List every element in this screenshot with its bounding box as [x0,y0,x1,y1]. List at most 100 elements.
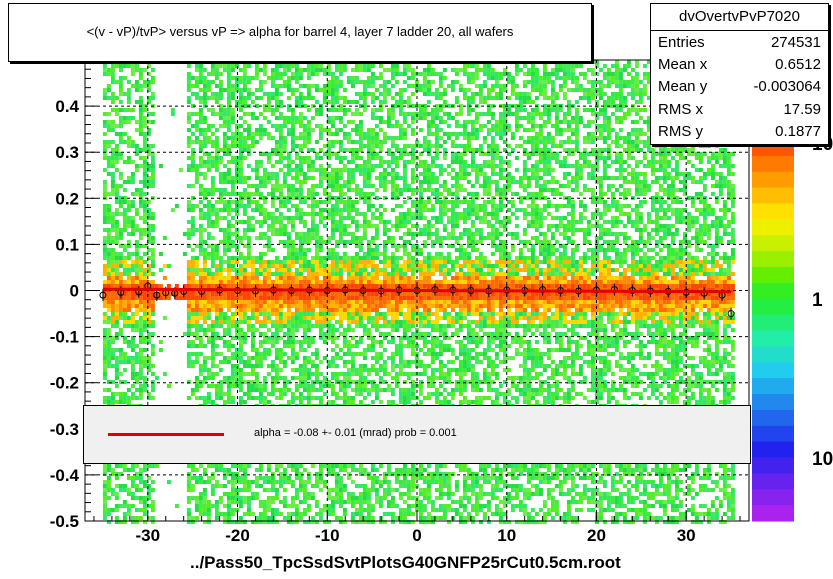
heatmap-cell [206,204,211,208]
heatmap-cell [318,324,323,328]
heatmap-cell [314,112,319,116]
heatmap-cell [294,312,299,316]
heatmap-cell [334,256,339,260]
heatmap-cell [326,80,331,84]
heatmap-cell [262,60,267,64]
heatmap-cell [250,168,255,172]
heatmap-cell [370,132,375,136]
heatmap-cell [126,504,131,508]
heatmap-cell [134,84,139,88]
heatmap-cell [390,260,395,264]
heatmap-cell [330,496,335,500]
heatmap-cell [390,112,395,116]
heatmap-cell [226,296,231,300]
heatmap-cell [146,280,151,284]
heatmap-cell [274,300,279,304]
heatmap-cell [218,496,223,500]
heatmap-cell [266,108,271,112]
heatmap-cell [230,232,235,236]
heatmap-cell [370,260,375,264]
heatmap-cell [142,68,147,72]
heatmap-cell [202,196,207,200]
heatmap-cell [282,292,287,296]
heatmap-cell [374,244,379,248]
heatmap-cell [258,220,263,224]
heatmap-cell [234,248,239,252]
heatmap-cell [318,260,323,264]
heatmap-cell [302,300,307,304]
heatmap-cell [338,484,343,488]
heatmap-cell [338,372,343,376]
heatmap-cell [370,84,375,88]
heatmap-cell [234,284,239,288]
heatmap-cell [302,160,307,164]
heatmap-cell [226,200,231,204]
heatmap-cell [130,276,135,280]
heatmap-cell [250,264,255,268]
heatmap-cell [278,140,283,144]
heatmap-cell [102,364,107,368]
heatmap-cell [286,308,291,312]
heatmap-cell [346,320,351,324]
heatmap-cell [386,512,391,516]
heatmap-cell [262,332,267,336]
heatmap-cell [282,476,287,480]
heatmap-cell [126,64,131,68]
heatmap-cell [398,104,403,108]
heatmap-cell [310,364,315,368]
heatmap-cell [258,184,263,188]
heatmap-cell [210,328,215,332]
heatmap-cell [130,64,135,68]
heatmap-cell [202,96,207,100]
heatmap-cell [314,320,319,324]
heatmap-cell [250,344,255,348]
heatmap-cell [366,164,371,168]
heatmap-cell [354,344,359,348]
heatmap-cell [282,472,287,476]
heatmap-cell [106,276,111,280]
heatmap-cell [106,480,111,484]
heatmap-cell [362,84,367,88]
heatmap-cell [146,88,151,92]
heatmap-cell [334,472,339,476]
heatmap-cell [122,320,127,324]
heatmap-cell [290,504,295,508]
heatmap-cell [262,244,267,248]
heatmap-cell [338,316,343,320]
heatmap-cell [234,64,239,68]
heatmap-cell [310,492,315,496]
heatmap-cell [322,284,327,288]
heatmap-cell [218,124,223,128]
heatmap-cell [266,216,271,220]
heatmap-cell [390,308,395,312]
heatmap-cell [294,492,299,496]
heatmap-cell [202,188,207,192]
heatmap-cell [210,384,215,388]
heatmap-cell [230,364,235,368]
heatmap-cell [386,240,391,244]
heatmap-cell [310,228,315,232]
heatmap-cell [230,200,235,204]
heatmap-cell [150,184,155,188]
heatmap-cell [146,316,151,320]
heatmap-cell [202,60,207,64]
heatmap-cell [110,68,115,72]
heatmap-cell [174,292,179,296]
heatmap-cell [202,172,207,176]
heatmap-cell [282,240,287,244]
heatmap-cell [298,168,303,172]
heatmap-cell [126,256,131,260]
heatmap-cell [134,380,139,384]
heatmap-cell [370,240,375,244]
heatmap-cell [238,220,243,224]
heatmap-cell [350,316,355,320]
heatmap-cell [354,388,359,392]
heatmap-cell [358,364,363,368]
heatmap-cell [398,256,403,260]
heatmap-cell [262,68,267,72]
heatmap-cell [190,312,195,316]
heatmap-cell [218,268,223,272]
heatmap-cell [226,116,231,120]
heatmap-cell [114,64,119,68]
heatmap-cell [346,316,351,320]
